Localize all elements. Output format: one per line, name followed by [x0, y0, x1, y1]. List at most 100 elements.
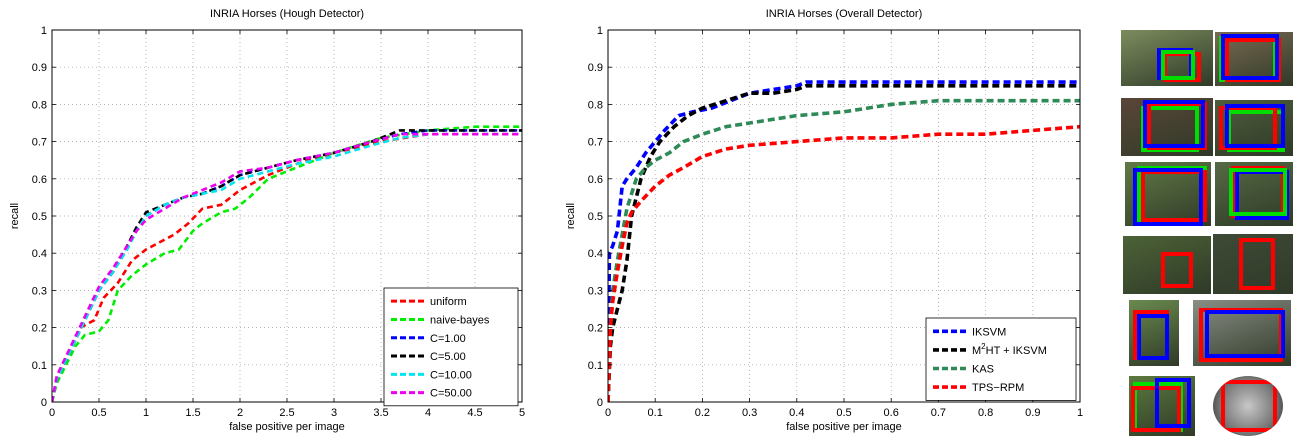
x-tick-label: 1: [1077, 407, 1083, 419]
detection-example-image: [1125, 162, 1211, 226]
y-tick-label: 0.5: [32, 211, 47, 223]
y-tick-label: 0.3: [588, 285, 603, 297]
y-tick-label: 0.4: [32, 248, 47, 260]
series-line-c-10-00: [52, 132, 522, 403]
y-tick-label: 0: [41, 397, 47, 409]
y-tick-label: 0.2: [32, 323, 47, 335]
detection-example-image: [1213, 234, 1293, 294]
series-line-uniform: [52, 132, 522, 403]
y-axis-label: recall: [565, 203, 577, 229]
x-tick-label: 0.5: [91, 407, 106, 419]
detection-example-image: [1129, 376, 1195, 436]
x-tick-label: 2: [237, 407, 243, 419]
legend-label: M2HT + IKSVM: [972, 342, 1047, 357]
x-tick-label: 1: [143, 407, 149, 419]
x-tick-label: 4.5: [467, 407, 482, 419]
legend-label: C=50.00: [430, 388, 472, 400]
x-tick-label: 0.3: [742, 407, 757, 419]
x-tick-label: 0.8: [978, 407, 993, 419]
y-tick-label: 0.9: [588, 62, 603, 74]
series-line-c-50-00: [52, 132, 522, 403]
legend-label-prefix: M: [972, 345, 981, 357]
y-tick-label: 0.7: [32, 137, 47, 149]
series-line-naive-bayes: [52, 125, 522, 403]
chart-title: INRIA Horses (Hough Detector): [210, 8, 364, 20]
y-tick-label: 0.1: [588, 360, 603, 372]
detection-box: [1143, 100, 1205, 148]
detection-box: [1221, 34, 1279, 80]
x-tick-label: 2.5: [279, 407, 294, 419]
detection-box: [1133, 168, 1203, 226]
detection-box: [1239, 238, 1275, 290]
detection-example-image: [1215, 162, 1293, 226]
x-tick-label: 1.5: [185, 407, 200, 419]
x-tick-label: 0.7: [931, 407, 946, 419]
x-tick-label: 0.4: [789, 407, 804, 419]
detection-box: [1219, 106, 1277, 150]
x-axis-label: false positive per image: [786, 421, 902, 433]
detection-box: [1229, 168, 1287, 216]
chart-title: INRIA Horses (Overall Detector): [766, 8, 922, 20]
detection-box: [1155, 378, 1191, 428]
legend-label: TPS−RPM: [972, 382, 1024, 394]
x-tick-label: 5: [519, 407, 525, 419]
x-tick-label: 4: [425, 407, 431, 419]
legend-label: KAS: [972, 364, 994, 376]
detection-box: [1137, 314, 1169, 360]
detection-box: [1147, 102, 1207, 150]
y-tick-label: 0.5: [588, 211, 603, 223]
detection-example-image: [1129, 300, 1179, 366]
detection-box: [1161, 50, 1195, 80]
series-line-kas: [608, 98, 1080, 403]
detection-example-image: [1123, 236, 1211, 294]
detection-example-image: [1215, 32, 1293, 86]
detection-box: [1235, 170, 1289, 220]
legend-label: uniform: [430, 296, 467, 308]
y-tick-label: 1: [597, 25, 603, 37]
x-tick-label: 0.6: [884, 407, 899, 419]
y-axis-label: recall: [9, 203, 21, 229]
x-tick-label: 0.9: [1025, 407, 1040, 419]
detection-box: [1161, 252, 1193, 288]
series-group: [52, 125, 522, 403]
legend-box: [383, 287, 519, 407]
y-tick-label: 1: [41, 25, 47, 37]
charts-figure: 0 0.5 1 1.5 2 2.5 3 3.5 4 4.5 5 0 0.1 0.2 0.3 0.4 0.5 0.6…: [9, 8, 1083, 433]
y-tick-label: 0.3: [32, 285, 47, 297]
y-tick-label: 0.4: [588, 248, 603, 260]
detection-example-image: [1213, 376, 1283, 436]
detection-box: [1163, 52, 1201, 82]
legend-label: C=5.00: [430, 351, 466, 363]
legend-label-sup: 2: [981, 342, 986, 351]
detection-box: [1205, 310, 1285, 358]
x-tick-label: 0: [605, 407, 611, 419]
chart-2: 0 0.1 0.2 0.3 0.4 0.5 0.6 0.7 0.8 0.9 1 0 0.1 0.2 0.3 0…: [565, 8, 1083, 433]
legend: uniform naive-bayes C=1.00 C=5.00 C=10.00 C=5…: [383, 287, 519, 407]
detection-example-image: [1121, 30, 1213, 86]
chart-1: 0 0.5 1 1.5 2 2.5 3 3.5 4 4.5 5 0 0.1 0.2 0.3 0.4 0.5 0.6…: [9, 8, 525, 433]
y-tick-label: 0.1: [32, 360, 47, 372]
detection-example-image: [1121, 98, 1213, 156]
detection-example-image: [1215, 100, 1293, 156]
detection-box: [1221, 380, 1277, 432]
y-tick-label: 0.6: [588, 174, 603, 186]
x-tick-label: 0.2: [695, 407, 710, 419]
y-tick-label: 0.7: [588, 137, 603, 149]
series-group: [608, 80, 1081, 403]
detection-box: [1225, 38, 1281, 82]
legend-label: C=1.00: [430, 333, 466, 345]
y-tick-label: 0.8: [588, 99, 603, 111]
detection-example-image: [1193, 300, 1291, 366]
y-tick-label: 0.8: [32, 99, 47, 111]
x-tick-label: 3: [331, 407, 337, 419]
x-axis-label: false positive per image: [229, 421, 345, 433]
x-tick-label: 0.1: [648, 407, 663, 419]
legend: IKSVM M2HT + IKSVM KAS TPS−RPM: [925, 317, 1077, 401]
y-tick-label: 0.2: [588, 323, 603, 335]
x-tick-label: 3.5: [373, 407, 388, 419]
legend-label: IKSVM: [972, 326, 1006, 338]
series-line-m2ht-iksvm: [608, 84, 1080, 403]
legend-label: C=10.00: [430, 369, 472, 381]
x-tick-label: 0: [49, 407, 55, 419]
y-tick-label: 0.9: [32, 62, 47, 74]
